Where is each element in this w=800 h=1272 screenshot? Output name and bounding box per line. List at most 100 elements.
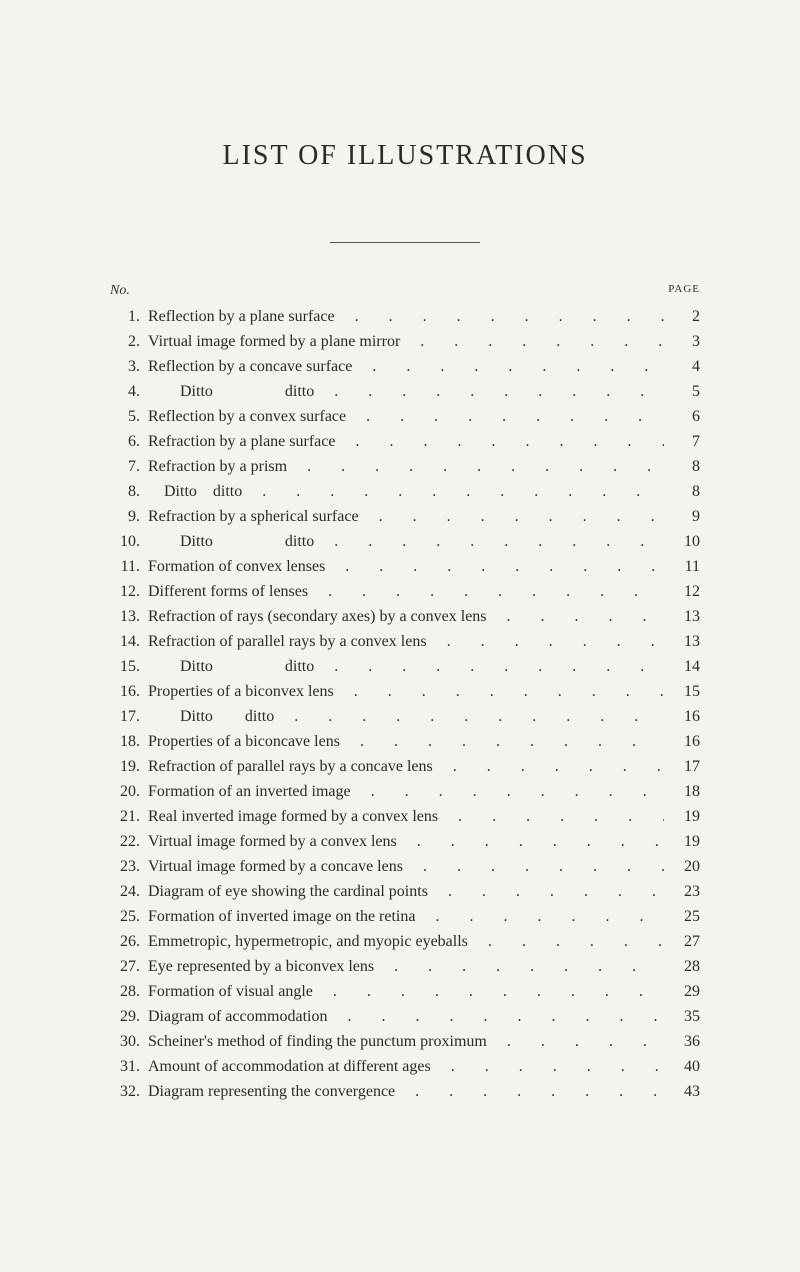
entry-text: Eye represented by a biconvex lens [148,955,374,979]
list-item: 18.Properties of a biconcave lens.......… [110,730,700,754]
dot-leader: .................... [314,530,664,554]
entry-page: 20 [664,855,700,879]
entry-page: 3 [664,330,700,354]
entry-page: 40 [664,1055,700,1079]
list-item: 3.Reflection by a concave surface.......… [110,355,700,379]
entry-number: 26. [110,930,148,954]
entry-number: 21. [110,805,148,829]
list-item: 15. Ditto ditto....................14 [110,655,700,679]
title-rule [330,242,480,243]
entry-number: 1. [110,305,148,329]
dot-leader: .................... [335,430,664,454]
list-item: 10. Ditto ditto....................10 [110,530,700,554]
entry-text: Ditto ditto [148,380,314,404]
dot-leader: .................... [328,1005,665,1029]
list-item: 20.Formation of an inverted image.......… [110,780,700,804]
entry-text: Ditto ditto [148,530,314,554]
entry-number: 32. [110,1080,148,1104]
dot-leader: .................... [308,580,664,604]
list-item: 17. Ditto ditto....................16 [110,705,700,729]
dot-leader: .................... [395,1080,664,1104]
list-item: 9.Refraction by a spherical surface.....… [110,505,700,529]
dot-leader: .................... [287,455,664,479]
list-item: 26.Emmetropic, hypermetropic, and myopic… [110,930,700,954]
dot-leader: .................... [313,980,664,1004]
entry-page: 8 [664,455,700,479]
list-item: 23.Virtual image formed by a concave len… [110,855,700,879]
header-no-label: No. [110,283,150,299]
entry-page: 10 [664,530,700,554]
entry-page: 16 [664,730,700,754]
entry-text: Formation of convex lenses [148,555,325,579]
dot-leader: .................... [242,480,664,504]
list-item: 11.Formation of convex lenses...........… [110,555,700,579]
list-item: 31.Amount of accommodation at different … [110,1055,700,1079]
entry-page: 12 [664,580,700,604]
entry-page: 25 [664,905,700,929]
dot-leader: .................... [400,330,664,354]
list-item: 29.Diagram of accommodation.............… [110,1005,700,1029]
dot-leader: .................... [374,955,664,979]
entry-page: 15 [664,680,700,704]
dot-leader: .................... [487,605,664,629]
entry-number: 18. [110,730,148,754]
entry-page: 35 [664,1005,700,1029]
entry-number: 11. [110,555,148,579]
dot-leader: .................... [397,830,664,854]
entry-page: 16 [664,705,700,729]
entry-page: 2 [664,305,700,329]
entry-text: Formation of an inverted image [148,780,351,804]
header-page-label: PAGE [668,283,700,299]
entry-text: Formation of inverted image on the retin… [148,905,415,929]
entry-text: Diagram representing the convergence [148,1080,395,1104]
entry-page: 19 [664,830,700,854]
list-item: 8. Ditto ditto....................8 [110,480,700,504]
entry-number: 5. [110,405,148,429]
dot-leader: .................... [438,805,664,829]
entry-number: 2. [110,330,148,354]
entry-page: 13 [664,605,700,629]
list-item: 4. Ditto ditto....................5 [110,380,700,404]
entry-text: Different forms of lenses [148,580,308,604]
entry-text: Refraction by a plane surface [148,430,335,454]
entry-number: 12. [110,580,148,604]
dot-leader: .................... [314,655,664,679]
dot-leader: .................... [334,680,664,704]
list-item: 32.Diagram representing the convergence.… [110,1080,700,1104]
entry-text: Real inverted image formed by a convex l… [148,805,438,829]
entry-text: Refraction by a spherical surface [148,505,359,529]
dot-leader: .................... [335,305,664,329]
entry-number: 20. [110,780,148,804]
entry-page: 14 [664,655,700,679]
entry-text: Virtual image formed by a concave lens [148,855,403,879]
dot-leader: .................... [359,505,664,529]
list-item: 12.Different forms of lenses............… [110,580,700,604]
list-item: 30.Scheiner's method of finding the punc… [110,1030,700,1054]
entry-number: 30. [110,1030,148,1054]
list-item: 24.Diagram of eye showing the cardinal p… [110,880,700,904]
entry-text: Ditto ditto [148,480,242,504]
list-item: 19.Refraction of parallel rays by a conc… [110,755,700,779]
list-item: 27.Eye represented by a biconvex lens...… [110,955,700,979]
list-item: 13.Refraction of rays (secondary axes) b… [110,605,700,629]
entry-text: Ditto ditto [148,655,314,679]
entry-number: 7. [110,455,148,479]
page-title: LIST OF ILLUSTRATIONS [110,140,700,172]
entry-number: 6. [110,430,148,454]
list-item: 14.Refraction of parallel rays by a conv… [110,630,700,654]
list-header: No. PAGE [110,283,700,299]
list-item: 2.Virtual image formed by a plane mirror… [110,330,700,354]
entry-number: 17. [110,705,148,729]
entry-number: 15. [110,655,148,679]
entry-text: Refraction of parallel rays by a concave… [148,755,433,779]
dot-leader: .................... [431,1055,664,1079]
entry-text: Diagram of eye showing the cardinal poin… [148,880,428,904]
entry-page: 19 [664,805,700,829]
dot-leader: .................... [468,930,664,954]
entry-page: 18 [664,780,700,804]
list-item: 7.Refraction by a prism.................… [110,455,700,479]
entry-page: 17 [664,755,700,779]
dot-leader: .................... [428,880,664,904]
dot-leader: .................... [274,705,664,729]
list-item: 6.Refraction by a plane surface.........… [110,430,700,454]
